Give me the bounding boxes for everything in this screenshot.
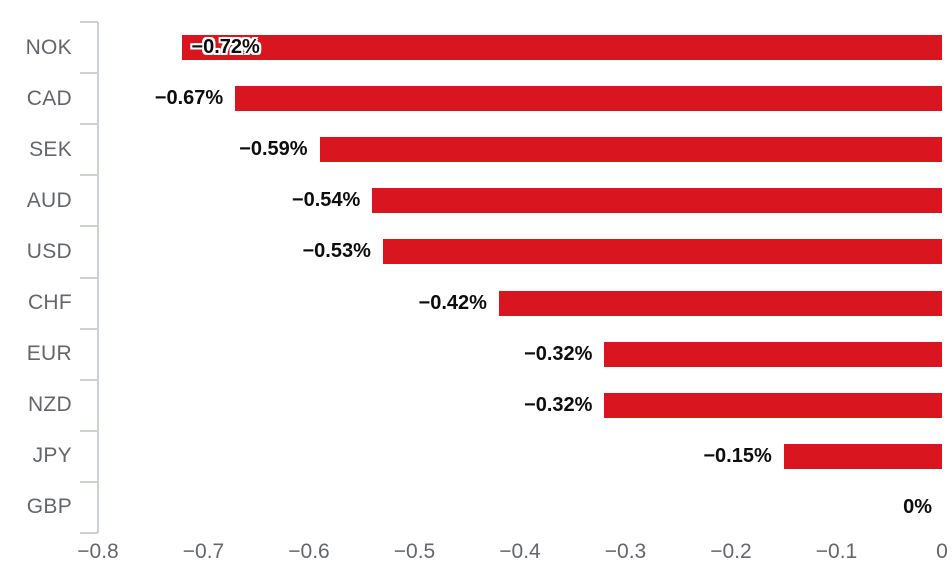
category-label: CAD bbox=[26, 86, 72, 110]
category-label: EUR bbox=[26, 342, 72, 366]
y-axis-tick bbox=[80, 532, 98, 534]
y-axis-tick bbox=[80, 174, 98, 177]
value-label: −0.67% bbox=[154, 87, 224, 110]
y-axis-line bbox=[97, 22, 99, 533]
y-axis-tick bbox=[80, 123, 98, 126]
y-axis-tick bbox=[80, 276, 98, 279]
x-axis-tick-label: −0.6 bbox=[288, 540, 330, 563]
x-axis-tick-label: −0.7 bbox=[182, 540, 225, 563]
x-axis-tick-label: −0.8 bbox=[77, 540, 119, 563]
value-label: −0.54% bbox=[291, 189, 361, 212]
bar bbox=[182, 35, 942, 61]
value-label: −0.15% bbox=[703, 444, 772, 467]
bar bbox=[498, 290, 942, 316]
x-axis-tick-label: −0.2 bbox=[710, 540, 752, 563]
x-axis-tick-label: −0.3 bbox=[604, 540, 647, 563]
y-axis-tick bbox=[80, 429, 98, 432]
value-label: −0.59% bbox=[239, 138, 308, 161]
x-axis-tick-label: −0.5 bbox=[393, 540, 436, 563]
category-label: JPY bbox=[32, 444, 72, 468]
value-label: −0.72% bbox=[191, 36, 260, 59]
bar bbox=[604, 341, 942, 367]
x-axis-tick-label: −0.1 bbox=[815, 540, 858, 563]
x-axis-tick-label: −0.4 bbox=[499, 540, 541, 563]
category-label: NZD bbox=[27, 393, 72, 417]
category-label: SEK bbox=[29, 137, 72, 161]
bar bbox=[235, 86, 942, 112]
value-label: −0.32% bbox=[524, 393, 593, 416]
category-label: AUD bbox=[26, 188, 72, 212]
y-axis-tick bbox=[80, 480, 98, 483]
bar bbox=[382, 239, 942, 265]
bar bbox=[783, 443, 942, 469]
value-label: 0% bbox=[903, 495, 932, 518]
bar bbox=[319, 137, 942, 163]
y-axis-tick bbox=[80, 378, 98, 381]
category-label: NOK bbox=[25, 35, 72, 59]
value-label: −0.53% bbox=[302, 240, 371, 263]
category-label: GBP bbox=[26, 495, 72, 519]
value-label: −0.32% bbox=[524, 342, 593, 365]
bar bbox=[372, 188, 942, 214]
y-axis-tick bbox=[80, 225, 98, 228]
value-label: −0.42% bbox=[418, 291, 487, 314]
bar bbox=[604, 392, 942, 418]
y-axis-tick bbox=[80, 72, 98, 75]
y-axis-tick bbox=[80, 327, 98, 330]
category-label: CHF bbox=[27, 291, 72, 315]
y-axis-tick bbox=[80, 21, 98, 23]
x-axis-tick-label: 0 bbox=[936, 540, 948, 563]
category-label: USD bbox=[26, 239, 72, 263]
